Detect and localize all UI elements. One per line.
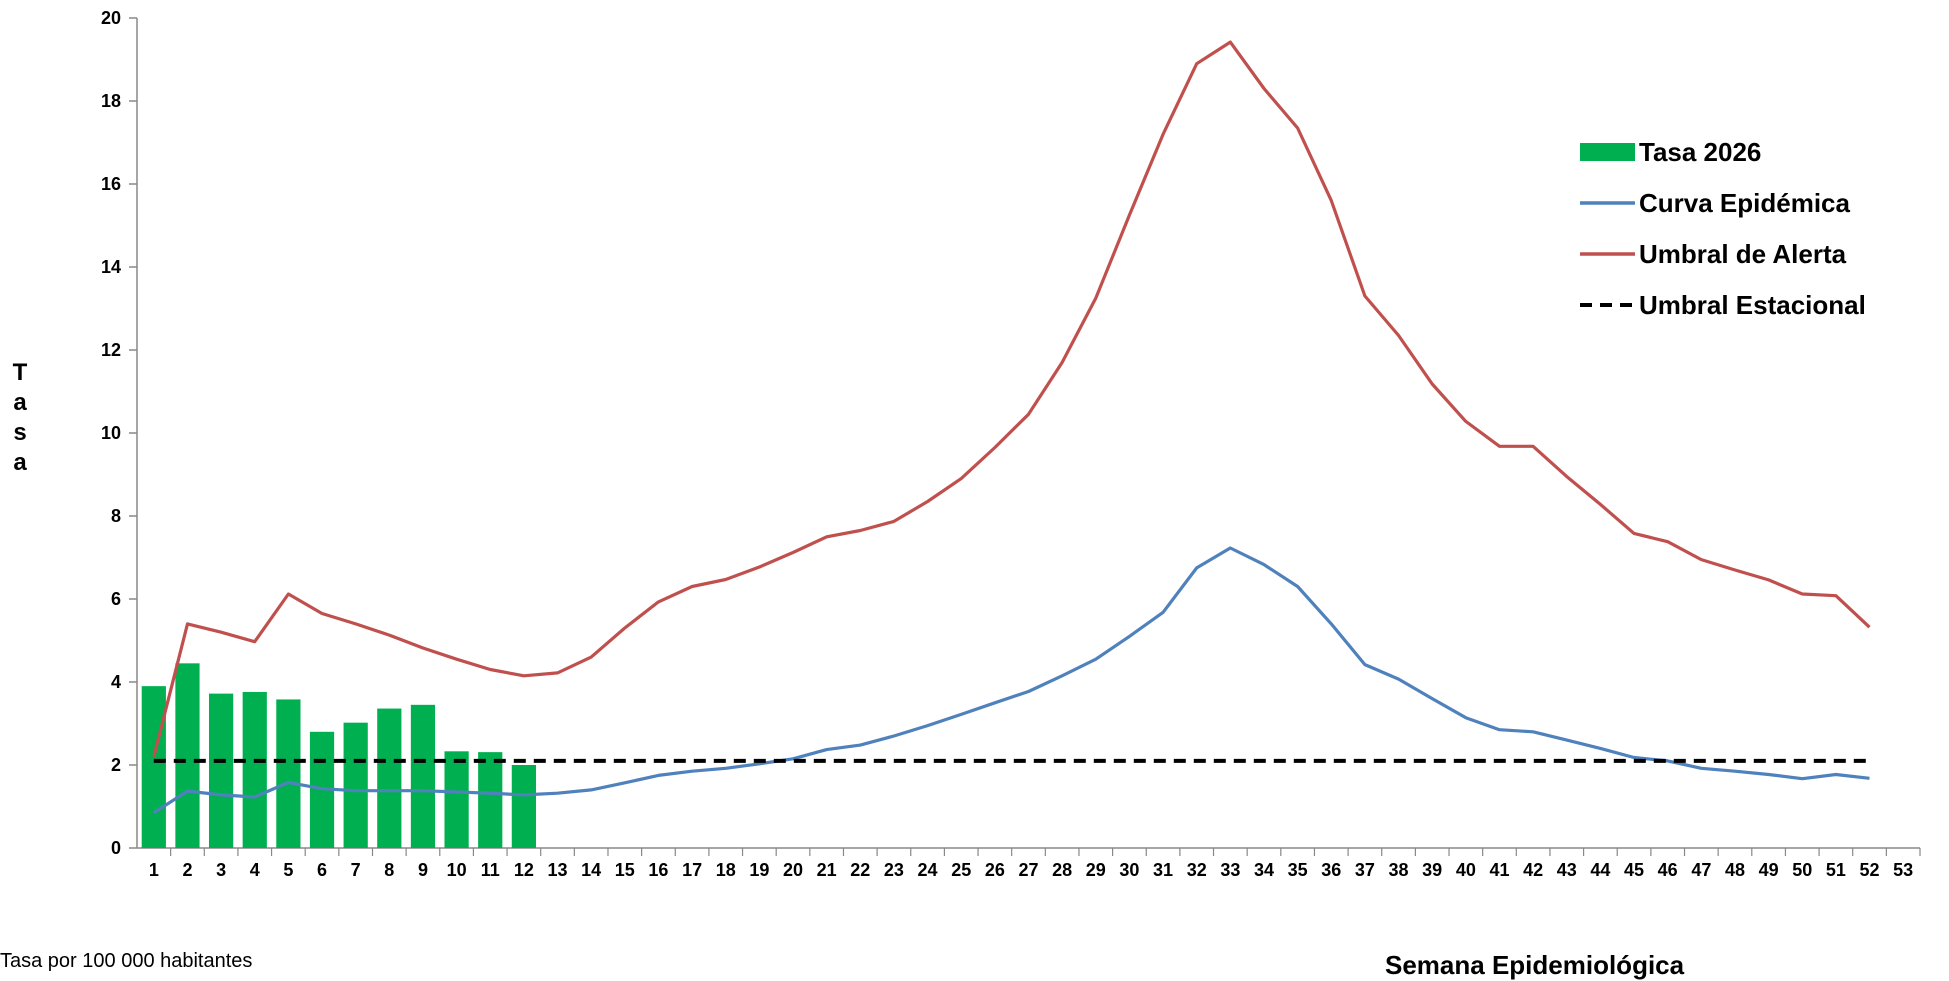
y-axis-label-char: T — [13, 359, 28, 386]
bar — [208, 693, 234, 848]
series-line — [152, 40, 1871, 758]
x-ticks: 1 2 3 4 5 6 7 8 9 10 11 12 13 14 15 16 17 18 19 20 21 22 23 24 2… — [149, 848, 1921, 880]
x-tick-label: 6 — [317, 860, 327, 880]
x-tick-label: 37 — [1355, 860, 1375, 880]
bar — [511, 765, 536, 848]
y-axis-label-char: a — [13, 449, 27, 476]
x-tick-label: 33 — [1220, 860, 1240, 880]
x-tick-label: 19 — [749, 860, 769, 880]
x-tick-label: 4 — [250, 860, 260, 880]
x-tick-label: 27 — [1018, 860, 1038, 880]
x-tick-label: 47 — [1691, 860, 1711, 880]
x-tick-label: 40 — [1456, 860, 1476, 880]
x-tick-label: 9 — [418, 860, 428, 880]
x-tick-label: 43 — [1557, 860, 1577, 880]
y-axis-label-char: s — [13, 419, 26, 446]
x-tick-label: 50 — [1792, 860, 1812, 880]
x-tick-label: 45 — [1624, 860, 1644, 880]
x-tick-label: 8 — [384, 860, 394, 880]
x-tick-label: 23 — [884, 860, 904, 880]
x-tick-label: 17 — [682, 860, 702, 880]
y-axis-label: Tasa — [13, 359, 28, 476]
series-line — [152, 546, 1870, 815]
bar — [175, 663, 200, 848]
x-tick-label: 13 — [548, 860, 568, 880]
y-tick-label: 4 — [111, 672, 121, 692]
y-tick-label: 18 — [101, 91, 121, 111]
x-tick-label: 3 — [216, 860, 226, 880]
x-tick-label: 35 — [1288, 860, 1308, 880]
bar — [242, 691, 267, 848]
y-tick-label: 10 — [101, 423, 121, 443]
x-tick-label: 30 — [1119, 860, 1139, 880]
x-tick-label: 20 — [783, 860, 803, 880]
y-tick-label: 12 — [101, 340, 121, 360]
x-tick-label: 26 — [985, 860, 1005, 880]
x-tick-label: 48 — [1725, 860, 1745, 880]
x-tick-label: 31 — [1153, 860, 1173, 880]
x-tick-label: 51 — [1826, 860, 1846, 880]
bar — [377, 708, 402, 848]
bar — [444, 751, 469, 848]
x-tick-label: 32 — [1187, 860, 1207, 880]
y-tick-label: 20 — [101, 8, 121, 28]
x-tick-label: 38 — [1389, 860, 1409, 880]
x-tick-label: 22 — [850, 860, 870, 880]
x-tick-label: 52 — [1860, 860, 1880, 880]
footnote: Tasa por 100 000 habitantes — [0, 950, 253, 972]
x-tick-label: 2 — [182, 860, 192, 880]
legend: Tasa 2026 Curva Epidémica Umbral de Alerta… — [1580, 137, 1866, 320]
legend-label: Umbral Estacional — [1639, 290, 1866, 320]
x-tick-label: 10 — [447, 860, 467, 880]
line-series — [152, 40, 1871, 815]
x-tick-label: 46 — [1658, 860, 1678, 880]
legend-label: Umbral de Alerta — [1639, 239, 1847, 269]
x-tick-label: 11 — [481, 860, 500, 880]
x-tick-label: 28 — [1052, 860, 1072, 880]
bar-series — [141, 663, 536, 848]
x-tick-label: 21 — [817, 860, 837, 880]
y-tick-label: 0 — [111, 838, 121, 858]
y-ticks: 0 2 4 6 8 10 12 14 16 18 20 — [101, 8, 137, 858]
x-tick-label: 44 — [1590, 860, 1610, 880]
x-tick-label: 18 — [716, 860, 736, 880]
bar — [276, 699, 301, 848]
bar — [141, 686, 166, 848]
x-tick-label: 7 — [351, 860, 361, 880]
bar — [343, 722, 368, 848]
x-tick-label: 42 — [1523, 860, 1543, 880]
y-tick-label: 16 — [101, 174, 121, 194]
x-axis-label: Semana Epidemiológica — [1385, 950, 1685, 980]
x-tick-label: 41 — [1489, 860, 1509, 880]
x-tick-label: 1 — [149, 860, 159, 880]
y-tick-label: 8 — [111, 506, 121, 526]
x-tick-label: 16 — [648, 860, 668, 880]
y-axis-label-char: a — [13, 389, 27, 416]
x-tick-label: 29 — [1086, 860, 1106, 880]
x-tick-label: 53 — [1893, 860, 1913, 880]
x-tick-label: 24 — [918, 860, 938, 880]
bar — [478, 752, 503, 848]
x-tick-label: 36 — [1321, 860, 1341, 880]
x-tick-label: 25 — [951, 860, 971, 880]
bar — [410, 704, 436, 848]
y-tick-label: 6 — [111, 589, 121, 609]
x-tick-label: 5 — [283, 860, 293, 880]
x-tick-label: 34 — [1254, 860, 1274, 880]
legend-swatch — [1580, 143, 1635, 161]
x-tick-label: 15 — [615, 860, 635, 880]
legend-label: Tasa 2026 — [1639, 137, 1761, 167]
y-tick-label: 14 — [101, 257, 121, 277]
legend-label: Curva Epidémica — [1639, 188, 1851, 218]
x-tick-label: 49 — [1759, 860, 1779, 880]
x-tick-label: 14 — [581, 860, 601, 880]
y-tick-label: 2 — [111, 755, 121, 775]
x-tick-label: 12 — [514, 860, 534, 880]
x-tick-label: 39 — [1422, 860, 1442, 880]
